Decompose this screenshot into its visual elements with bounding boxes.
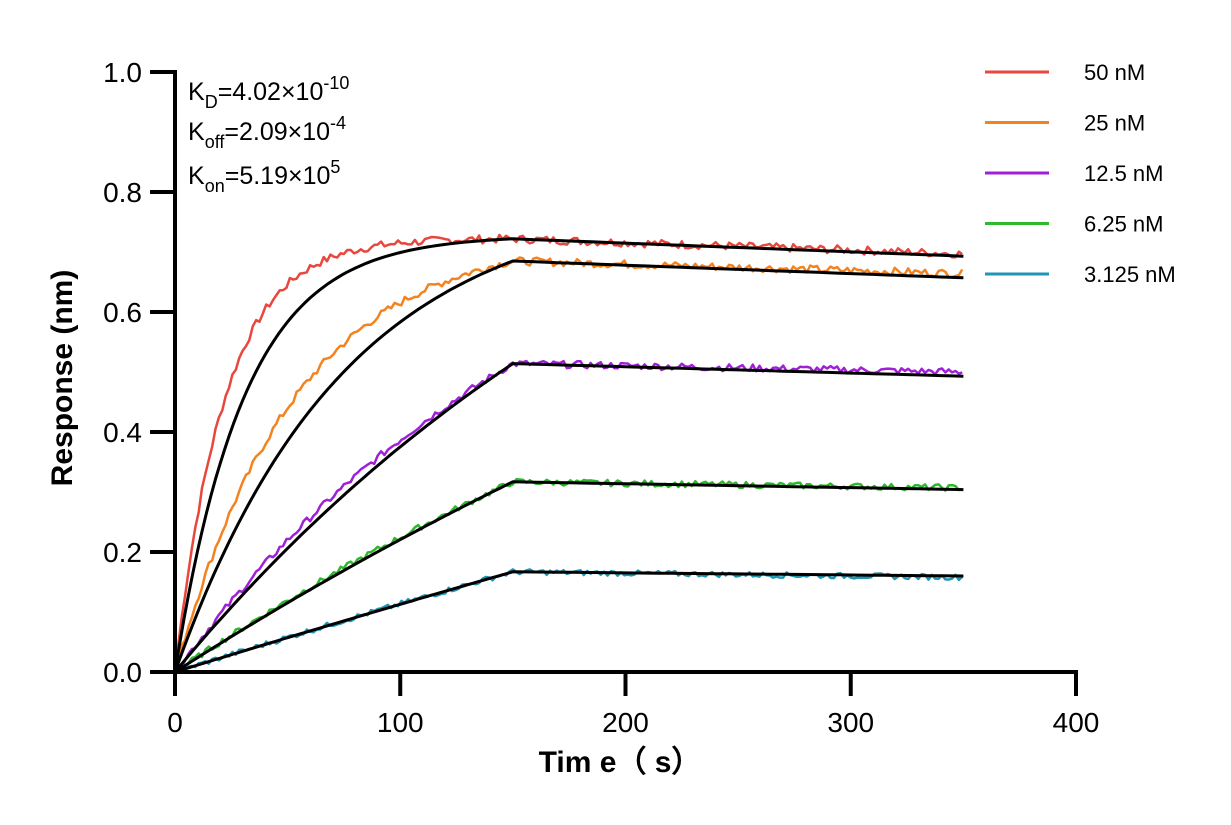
kon-exponent: 5 bbox=[330, 157, 340, 177]
annotation-kd: KD=4.02×10-10 bbox=[188, 73, 349, 112]
annotation-kon: Kon=5.19×105 bbox=[188, 157, 340, 196]
koff-base: K bbox=[188, 118, 205, 146]
fit-curve bbox=[173, 259, 964, 673]
y-tick-label: 0.6 bbox=[103, 297, 142, 328]
kon-base: K bbox=[188, 162, 205, 190]
y-axis-ticks: 0.0 0.2 0.4 0.6 0.8 1.0 bbox=[103, 57, 175, 688]
legend: 50 nM 25 nM 12.5 nM 6.25 nM 3.125 nM bbox=[985, 60, 1176, 287]
legend-label: 6.25 nM bbox=[1084, 212, 1164, 237]
series-curve bbox=[174, 568, 964, 674]
fit-curve bbox=[174, 480, 964, 674]
annotation-koff: Koff=2.09×10-4 bbox=[188, 113, 346, 152]
kon-subscript: on bbox=[205, 176, 225, 196]
fit-curves-layer bbox=[173, 237, 964, 674]
y-tick-label: 1.0 bbox=[103, 57, 142, 88]
koff-exponent: -4 bbox=[330, 113, 346, 133]
x-tick-label: 200 bbox=[602, 707, 649, 738]
y-axis-title: Response (nm) bbox=[46, 270, 79, 487]
fit-curve bbox=[174, 570, 964, 674]
y-tick-label: 0.0 bbox=[103, 657, 142, 688]
kd-base: K bbox=[188, 78, 205, 106]
kon-value: =5.19×10 bbox=[225, 162, 331, 190]
legend-label: 3.125 nM bbox=[1084, 262, 1176, 287]
x-tick-label: 300 bbox=[827, 707, 874, 738]
plot-data-layer bbox=[173, 233, 964, 674]
koff-value: =2.09×10 bbox=[224, 118, 330, 146]
x-tick-label: 400 bbox=[1053, 707, 1100, 738]
legend-label: 12.5 nM bbox=[1084, 161, 1164, 186]
series-curve bbox=[173, 233, 963, 673]
y-tick-label: 0.4 bbox=[103, 417, 142, 448]
x-axis-ticks: 0 100 200 300 400 bbox=[167, 672, 1099, 738]
x-axis-title: Tim e（ s） bbox=[539, 745, 702, 779]
legend-label: 25 nM bbox=[1084, 111, 1145, 136]
kd-subscript: D bbox=[205, 92, 218, 112]
x-tick-label: 100 bbox=[377, 707, 424, 738]
fit-curve bbox=[173, 237, 964, 673]
kd-exponent: -10 bbox=[323, 73, 349, 93]
annotation-block: KD=4.02×10-10 Koff=2.09×10-4 Kon=5.19×10… bbox=[188, 73, 349, 196]
x-tick-label: 0 bbox=[167, 707, 183, 738]
series-curve bbox=[173, 256, 964, 673]
y-tick-label: 0.2 bbox=[103, 537, 142, 568]
fit-curve bbox=[173, 362, 964, 673]
y-tick-label: 0.8 bbox=[103, 177, 142, 208]
koff-subscript: off bbox=[205, 132, 226, 152]
legend-label: 50 nM bbox=[1084, 60, 1145, 85]
series-curve bbox=[174, 359, 963, 674]
kd-value: =4.02×10 bbox=[218, 78, 324, 106]
